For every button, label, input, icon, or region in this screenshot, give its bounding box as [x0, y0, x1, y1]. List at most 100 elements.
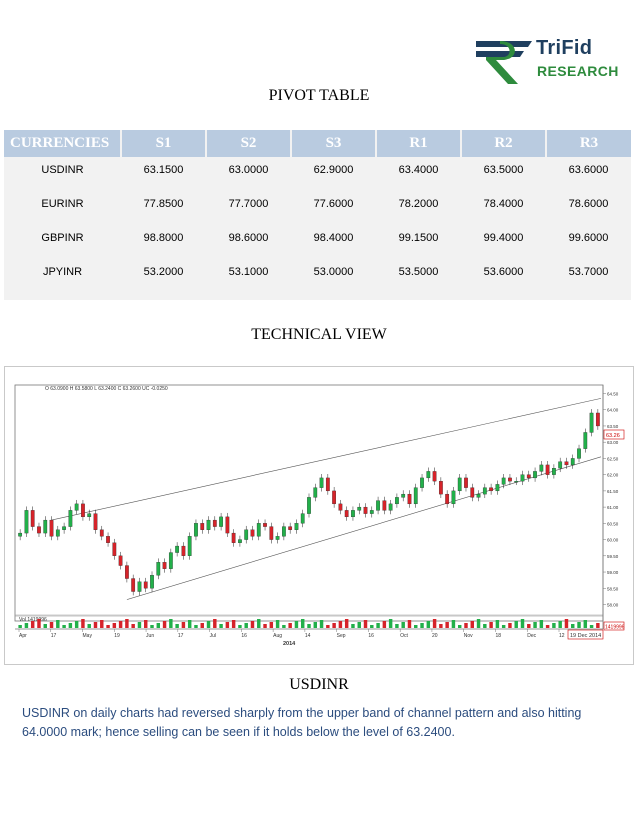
- cell-s2: 53.1000: [228, 266, 269, 278]
- y-tick-label: 63.00: [607, 440, 619, 445]
- candle: [256, 523, 261, 537]
- volume-bar: [162, 621, 167, 628]
- candle: [62, 526, 66, 530]
- candle: [570, 458, 575, 466]
- candle: [407, 493, 412, 505]
- candle: [212, 519, 217, 527]
- volume-value: 1419996: [605, 625, 625, 631]
- volume-bar: [533, 622, 537, 628]
- candle: [68, 510, 73, 527]
- header-r3: R3: [546, 130, 631, 157]
- y-tick-label: 58.00: [607, 603, 619, 608]
- last-price: 63.26: [606, 433, 620, 439]
- table-row: JPYINR 53.2000 53.1000 53.0000 53.5000 5…: [4, 259, 631, 293]
- candle: [24, 510, 29, 534]
- last-price-box: [603, 429, 625, 440]
- candle: [476, 493, 481, 498]
- volume-bar: [307, 624, 311, 628]
- candle: [294, 523, 299, 530]
- candle: [344, 510, 349, 518]
- usdinr-commentary: USDINR on daily charts had reversed shar…: [22, 706, 582, 739]
- candle: [288, 526, 293, 530]
- volume-bar: [43, 624, 47, 628]
- candle: [93, 513, 98, 530]
- candle: [508, 477, 512, 482]
- volume-bar: [420, 623, 424, 628]
- candle: [357, 506, 362, 511]
- cell-r2: 63.5000: [483, 164, 524, 176]
- candle: [137, 581, 142, 592]
- cell-currency: GBPINR: [41, 232, 84, 244]
- cell-r2: 99.4000: [483, 232, 524, 244]
- candle: [533, 471, 537, 479]
- candle: [539, 464, 544, 472]
- candle: [470, 487, 475, 498]
- volume-bar: [156, 623, 161, 628]
- volume-bar: [150, 625, 154, 628]
- volume-bar: [206, 621, 211, 628]
- candle: [225, 516, 230, 534]
- candle: [420, 477, 424, 488]
- volume-bar: [552, 623, 556, 628]
- volume-bar: [470, 621, 474, 628]
- cell-r1: 99.1500: [398, 232, 439, 244]
- cell-r3: 99.6000: [568, 232, 609, 244]
- volume-bar: [275, 620, 280, 628]
- x-tick-label: 16: [241, 633, 247, 639]
- candle: [74, 503, 79, 511]
- volume-bar: [571, 624, 575, 628]
- volume-bar: [357, 622, 361, 628]
- volume-bar: [401, 622, 405, 628]
- volume-bar: [288, 623, 292, 628]
- volume-bar: [395, 624, 399, 628]
- y-tick-label: 59.00: [607, 570, 619, 575]
- candle: [564, 461, 569, 466]
- pivot-header-row: CURRENCIES S1 S2 S3 R1 R2 R3: [4, 130, 631, 157]
- cell-currency: USDINR: [41, 164, 84, 176]
- candle: [275, 536, 280, 540]
- candle: [319, 477, 324, 488]
- volume-bar: [62, 625, 66, 628]
- x-tick-label: 16: [368, 633, 374, 639]
- volume-bar: [495, 620, 500, 628]
- header-s2: S2: [206, 130, 292, 157]
- candle: [187, 536, 192, 556]
- x-tick-label: Aug: [273, 633, 282, 639]
- candle: [401, 493, 406, 498]
- volume-bar: [238, 625, 242, 628]
- candle: [432, 471, 437, 482]
- volume-bar: [489, 622, 493, 628]
- cell-s2: 63.0000: [228, 164, 269, 176]
- volume-bar: [18, 625, 22, 628]
- candle: [451, 490, 456, 505]
- volume-bar: [81, 619, 85, 628]
- y-tick-label: 61.00: [607, 505, 619, 510]
- year-label: 2014: [283, 641, 296, 647]
- candle: [168, 552, 173, 569]
- candle: [37, 526, 41, 534]
- candle: [363, 506, 368, 514]
- cell-s1: 98.8000: [143, 232, 184, 244]
- volume-bar: [294, 621, 299, 628]
- volume-bar: [344, 619, 349, 628]
- volume-label: Vol 1419996: [19, 617, 47, 623]
- volume-bar: [175, 624, 179, 628]
- volume-bar: [269, 622, 274, 628]
- volume-bar: [200, 623, 204, 628]
- volume-bar: [137, 622, 142, 628]
- candle: [520, 474, 525, 482]
- volume-bar: [338, 621, 343, 628]
- candle: [156, 562, 161, 576]
- volume-bar: [319, 620, 324, 628]
- volume-bar: [313, 622, 318, 628]
- volume-bar: [263, 624, 267, 628]
- volume-bar: [219, 624, 223, 628]
- cell-r3: 63.6000: [568, 164, 609, 176]
- volume-bar: [125, 619, 129, 628]
- candle: [482, 487, 487, 495]
- candle: [143, 581, 148, 589]
- cell-s3: 77.6000: [313, 198, 354, 210]
- candle: [445, 493, 450, 505]
- date-box: [567, 629, 604, 640]
- candle: [238, 539, 242, 543]
